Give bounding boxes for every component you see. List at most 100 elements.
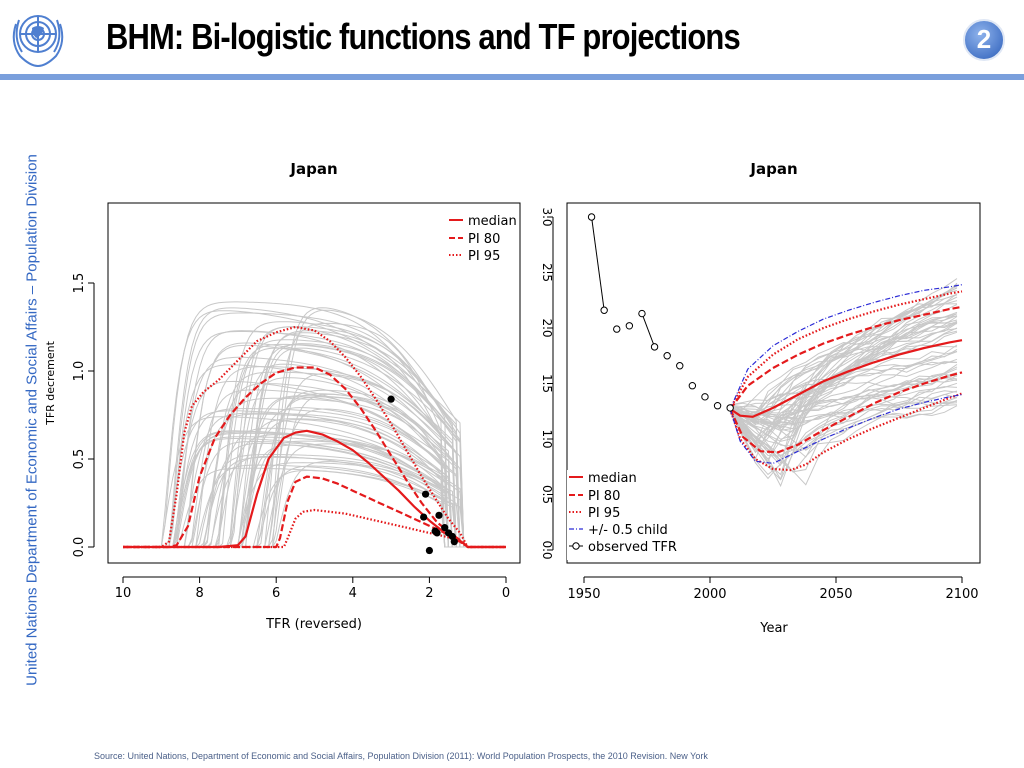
observed-point	[425, 546, 433, 555]
legend-label: PI 80	[588, 489, 620, 504]
trajectory-line	[729, 372, 958, 473]
trajectory-line	[729, 321, 958, 460]
series-line-pi-95	[123, 508, 506, 549]
series-line--0-5-child	[729, 394, 963, 464]
observed-point	[650, 343, 659, 351]
observed-tfr-series	[587, 213, 734, 412]
trajectory-line	[729, 287, 958, 428]
trajectory-line	[729, 351, 958, 458]
chart-title-right: Japan	[749, 160, 797, 178]
observed-point	[600, 306, 608, 314]
trajectory-line	[730, 348, 958, 422]
un-emblem-icon	[12, 15, 64, 68]
series-line-pi-80	[729, 305, 963, 410]
series-line-pi-80	[123, 475, 506, 549]
trajectory-line	[729, 382, 958, 480]
source-note: Source: United Nations, Department of Ec…	[94, 751, 708, 761]
legend-right: median PI 80 PI 95 +/- 0.5 child observe…	[567, 470, 717, 560]
y-tick-label: 1.5	[72, 273, 87, 294]
series-line-pi-95	[729, 290, 963, 410]
observed-point	[441, 524, 449, 532]
y-tick-label: 0.0	[72, 537, 87, 558]
axis-ticks-left: 10 8 6 4 2 0 0.0 0.5 1.0 1.5	[72, 273, 510, 601]
series-line-pi-80	[729, 371, 963, 454]
observed-point	[433, 529, 441, 537]
series-line-pi-95	[729, 392, 963, 472]
trajectory-line	[729, 321, 958, 436]
legend-label: PI 80	[468, 232, 500, 247]
y-tick-label: 1.5	[540, 374, 554, 393]
header-rule	[0, 74, 1024, 80]
trajectory-line	[729, 315, 958, 464]
series-line-pi-95	[123, 325, 506, 549]
observed-point	[638, 309, 646, 318]
y-tick-label: 3.0	[540, 207, 554, 226]
observed-point	[421, 490, 430, 498]
chart-right: Japan Year 1950 2000 2050 2100 0.0 0.5 1.0 1.5 2…	[540, 160, 981, 636]
x-tick-label: 1950	[567, 587, 600, 602]
y-tick-label: 0.5	[72, 449, 87, 470]
trajectory-line	[123, 310, 506, 548]
trajectory-line	[730, 405, 958, 451]
y-tick-label: 2.0	[540, 318, 554, 337]
x-axis-label-left: TFR (reversed)	[265, 617, 362, 632]
x-axis-label-right: Year	[759, 621, 788, 636]
x-tick-label: 2	[425, 586, 433, 601]
trajectory-line	[729, 303, 958, 430]
x-tick-label: 2100	[945, 587, 978, 602]
observed-point	[450, 538, 458, 546]
y-tick-label: 2.5	[540, 263, 554, 282]
observed-point	[726, 404, 734, 412]
y-tick-label: 0.0	[540, 540, 554, 559]
observed-point	[676, 362, 684, 370]
trajectory-line	[729, 368, 958, 429]
x-tick-label: 2050	[819, 587, 852, 602]
series-line--0-5-child	[729, 284, 963, 410]
y-axis-label-left: TFR decrement	[44, 340, 57, 425]
observed-point	[713, 402, 722, 410]
slide-title: BHM: Bi-logistic functions and TF projec…	[106, 16, 741, 57]
x-tick-label: 2000	[693, 587, 726, 602]
series-line-median	[729, 339, 963, 418]
chart-left: Japan TFR (reversed) TFR decrement 10 8 6 4…	[44, 160, 521, 632]
series-group-right	[729, 284, 963, 472]
trajectory-line	[730, 313, 958, 421]
trajectory-line	[730, 287, 958, 413]
trajectory-line	[729, 397, 958, 476]
chart-title-left: Japan	[289, 160, 337, 178]
series-line-pi-80	[123, 366, 506, 549]
simulated-trajectories-right	[729, 278, 958, 488]
legend-left: median PI 80 PI 95	[449, 214, 517, 264]
observed-points-left	[387, 395, 458, 555]
x-tick-label: 0	[502, 586, 510, 601]
axis-ticks-right: 1950 2000 2050 2100 0.0 0.5 1.0 1.5 2.0 2.5 3.0	[540, 207, 979, 602]
observed-line-segment	[591, 216, 605, 311]
legend-label: +/- 0.5 child	[588, 523, 668, 538]
trajectory-line	[729, 284, 958, 476]
legend-label: observed TFR	[588, 540, 677, 555]
observed-point	[701, 393, 709, 401]
observed-point	[613, 325, 621, 333]
trajectory-line	[729, 361, 958, 439]
observed-point	[420, 513, 428, 521]
observed-point	[625, 322, 634, 330]
trajectory-line	[729, 344, 958, 454]
x-tick-label: 4	[349, 586, 357, 601]
y-tick-label: 1.0	[540, 429, 554, 448]
trajectory-line	[729, 293, 958, 444]
legend-label: median	[588, 471, 637, 486]
x-tick-label: 6	[272, 586, 280, 601]
observed-point	[587, 213, 596, 221]
legend-label: PI 95	[588, 506, 620, 521]
observed-point	[663, 352, 671, 360]
trajectory-line	[729, 390, 958, 443]
slide-number-badge: 2	[963, 19, 1005, 61]
trajectory-line	[730, 396, 958, 414]
trajectory-line	[123, 312, 506, 548]
legend-label: median	[468, 214, 517, 229]
y-tick-label: 1.0	[72, 361, 87, 382]
y-tick-label: 0.5	[540, 485, 554, 504]
observed-line-segment	[641, 313, 656, 348]
trajectory-line	[123, 330, 506, 548]
